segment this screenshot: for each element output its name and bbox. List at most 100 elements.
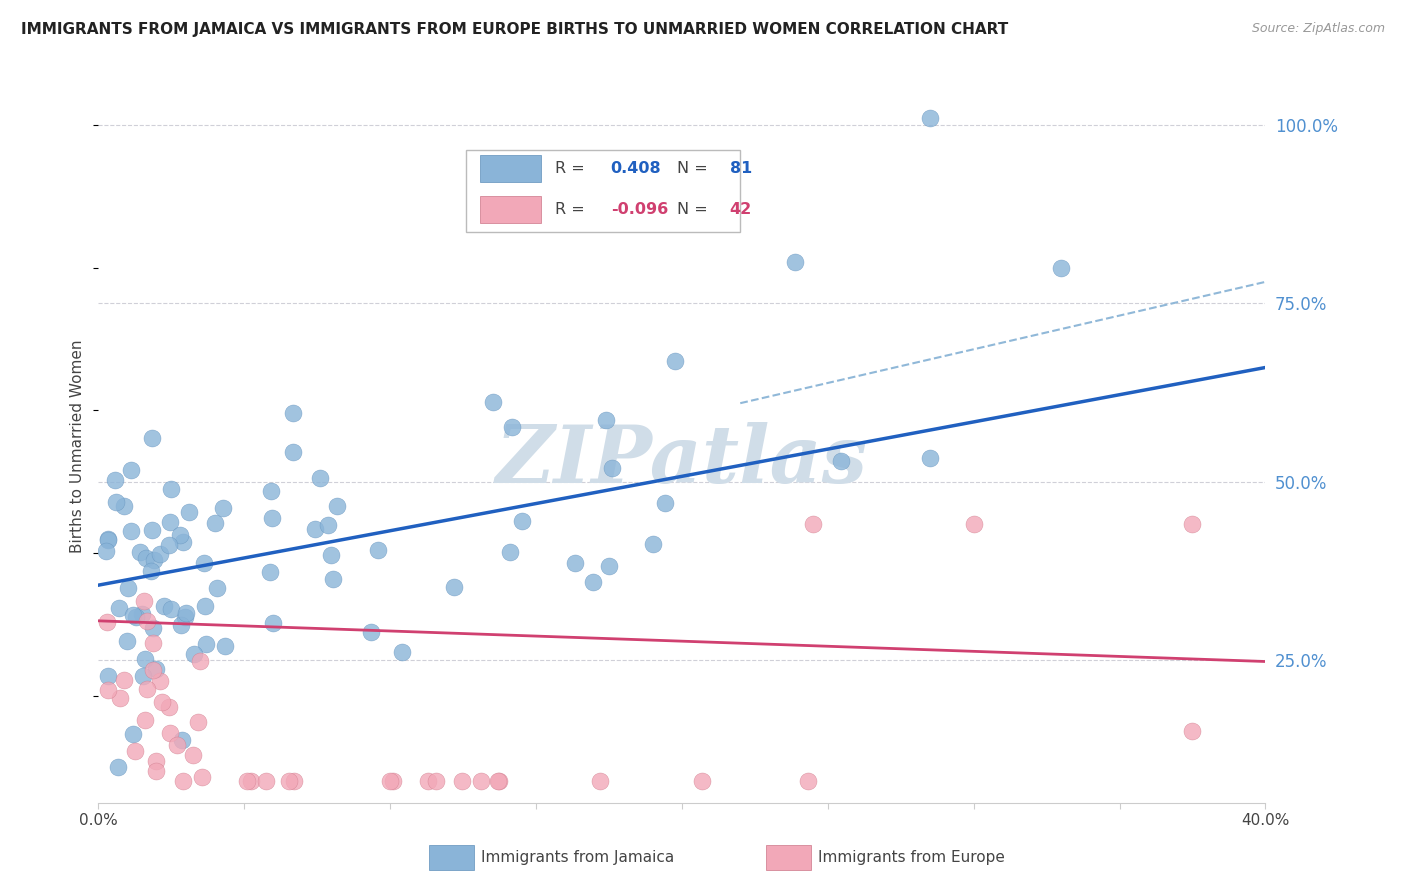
Point	[131, 607, 153, 621]
Point	[159, 601, 181, 615]
Point	[169, 528, 191, 542]
Point	[319, 548, 342, 562]
Point	[801, 517, 824, 532]
Point	[148, 673, 170, 688]
Point	[488, 774, 510, 789]
Point	[690, 774, 713, 789]
Point	[308, 471, 330, 485]
Text: IMMIGRANTS FROM JAMAICA VS IMMIGRANTS FROM EUROPE BIRTHS TO UNMARRIED WOMEN CORR: IMMIGRANTS FROM JAMAICA VS IMMIGRANTS FR…	[21, 22, 1008, 37]
Point	[443, 580, 465, 594]
Point	[121, 726, 143, 740]
Point	[211, 500, 233, 515]
Point	[183, 647, 205, 661]
Point	[207, 581, 229, 595]
Point	[104, 473, 127, 487]
Point	[136, 682, 159, 697]
Point	[145, 662, 167, 676]
Point	[654, 495, 676, 509]
Point	[149, 547, 172, 561]
Point	[316, 518, 339, 533]
Point	[194, 637, 217, 651]
Text: 81: 81	[730, 161, 752, 177]
Point	[830, 454, 852, 468]
Text: Immigrants from Europe: Immigrants from Europe	[818, 850, 1005, 864]
Point	[391, 645, 413, 659]
Text: 0.408: 0.408	[610, 161, 661, 177]
Point	[132, 669, 155, 683]
Point	[166, 738, 188, 752]
Point	[214, 639, 236, 653]
Point	[134, 652, 156, 666]
Point	[360, 624, 382, 639]
Point	[160, 482, 183, 496]
Point	[641, 537, 664, 551]
Point	[581, 575, 603, 590]
Point	[157, 700, 180, 714]
Point	[664, 354, 686, 368]
Point	[129, 545, 152, 559]
Point	[136, 614, 159, 628]
Point	[94, 544, 117, 558]
Point	[322, 572, 344, 586]
Point	[204, 516, 226, 530]
Point	[172, 774, 194, 789]
Point	[145, 764, 167, 778]
Point	[380, 774, 402, 789]
Point	[188, 654, 211, 668]
Point	[602, 461, 624, 475]
Point	[187, 714, 209, 729]
Point	[281, 406, 304, 420]
Point	[172, 733, 194, 747]
FancyBboxPatch shape	[465, 150, 741, 232]
Point	[262, 615, 284, 630]
Point	[381, 774, 404, 789]
Point	[120, 524, 142, 538]
Point	[470, 774, 492, 789]
Point	[304, 522, 326, 536]
Point	[589, 774, 612, 789]
Point	[108, 690, 131, 705]
Point	[97, 533, 120, 548]
Point	[142, 621, 165, 635]
Point	[122, 607, 145, 622]
Point	[124, 744, 146, 758]
Point	[97, 532, 120, 546]
Point	[595, 412, 617, 426]
Point	[501, 420, 523, 434]
Point	[117, 581, 139, 595]
Point	[962, 517, 984, 532]
Point	[367, 542, 389, 557]
Point	[918, 111, 941, 125]
Point	[108, 601, 131, 615]
Point	[159, 515, 181, 529]
Point	[134, 713, 156, 727]
Text: R =: R =	[555, 161, 589, 177]
Text: N =: N =	[678, 202, 713, 218]
Point	[107, 760, 129, 774]
Point	[112, 499, 135, 513]
Point	[425, 774, 447, 789]
Point	[143, 553, 166, 567]
Point	[172, 535, 194, 549]
Point	[783, 254, 806, 268]
Point	[283, 774, 305, 789]
Point	[132, 593, 155, 607]
Point	[416, 774, 439, 789]
Point	[112, 673, 135, 687]
Point	[240, 774, 263, 789]
Text: N =: N =	[678, 161, 713, 177]
Point	[153, 599, 176, 613]
Point	[564, 556, 586, 570]
Point	[96, 615, 118, 630]
Point	[482, 395, 505, 409]
Point	[259, 565, 281, 579]
Text: ZIPatlas: ZIPatlas	[496, 422, 868, 499]
Point	[177, 504, 200, 518]
Point	[145, 754, 167, 768]
Text: 42: 42	[730, 202, 752, 218]
Point	[486, 774, 509, 789]
Point	[499, 545, 522, 559]
Point	[278, 774, 301, 789]
Point	[174, 606, 197, 620]
Text: Immigrants from Jamaica: Immigrants from Jamaica	[481, 850, 673, 864]
